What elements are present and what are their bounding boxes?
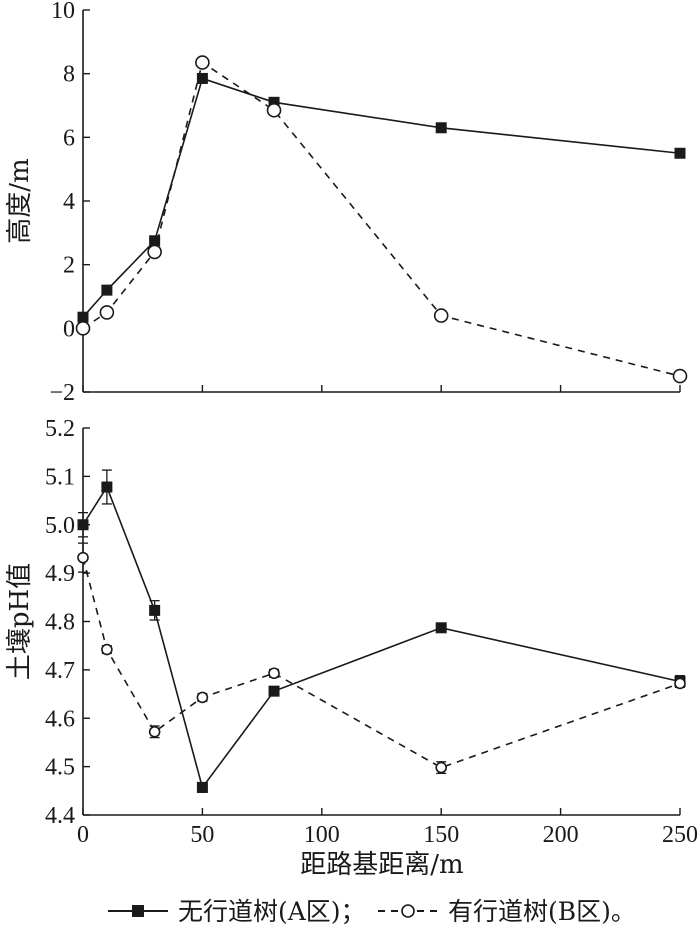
ph-point-b xyxy=(77,551,89,564)
x-axis-label: 距路基距离/m xyxy=(300,850,463,880)
ph-y-tick-label: 4.7 xyxy=(45,658,75,684)
height-y-tick-label: −2 xyxy=(49,380,75,406)
ph-point-a xyxy=(149,604,161,616)
x-tick-label: 50 xyxy=(190,822,214,848)
ph-point-b xyxy=(196,691,209,704)
ph-point-a xyxy=(77,519,89,531)
ph-y-tick-label: 5.2 xyxy=(45,416,75,442)
height-point-a xyxy=(435,122,447,134)
ph-series-b-line xyxy=(82,557,681,769)
x-tick-label: 0 xyxy=(77,822,89,848)
height-y-axis-label: 高度/m xyxy=(5,158,35,243)
ph-point-a xyxy=(268,685,280,697)
height-point-b xyxy=(147,244,162,260)
height-y-tick-label: 4 xyxy=(63,189,75,215)
height-point-a xyxy=(268,96,280,108)
ph-point-b xyxy=(674,677,686,690)
height-y-tick-label: 10 xyxy=(51,0,75,24)
legend-marker-b xyxy=(401,904,415,918)
ph-point-b xyxy=(148,725,161,738)
height-series-a-line xyxy=(82,77,681,318)
ph-y-tick-label: 4.9 xyxy=(45,561,75,587)
height-point-a xyxy=(149,235,161,247)
height-point-a xyxy=(674,147,686,159)
x-axis: 0 50 100 150 200 250 xyxy=(77,822,698,848)
legend: 无行道树(A区)； 有行道树(B区)。 xyxy=(108,897,636,925)
ph-y-tick-label: 5.1 xyxy=(45,464,75,490)
legend-label-b: 有行道树(B区)。 xyxy=(448,897,636,925)
x-tick-label: 250 xyxy=(662,822,698,848)
height-series-b-line xyxy=(82,61,681,377)
height-point-b xyxy=(195,55,210,70)
height-point-b xyxy=(99,305,115,320)
height-y-tick-label: 0 xyxy=(63,316,75,342)
ph-point-a xyxy=(435,622,447,634)
ph-point-a xyxy=(196,781,208,793)
ph-point-a xyxy=(101,481,113,493)
height-y-tick-label: 2 xyxy=(63,253,75,279)
ph-point-b xyxy=(101,643,113,656)
ph-y-tick-label: 4.8 xyxy=(45,610,75,636)
ph-point-b xyxy=(435,761,448,774)
x-tick-label: 100 xyxy=(304,822,340,848)
height-point-b xyxy=(266,102,282,118)
ph-y-tick-label: 4.6 xyxy=(45,706,75,732)
ph-y-tick-label: 4.5 xyxy=(45,755,75,781)
ph-y-axis-label: 土壤pH值 xyxy=(5,563,35,680)
legend-label-a: 无行道树(A区)； xyxy=(178,897,366,925)
legend-marker-a xyxy=(132,905,144,917)
height-point-b xyxy=(75,321,91,336)
ph-y-tick-label: 5.0 xyxy=(45,513,75,539)
height-y-tick-label: 6 xyxy=(63,125,75,151)
ph-y-tick-label: 4.4 xyxy=(45,803,75,829)
height-point-a xyxy=(77,311,89,323)
ph-point-b xyxy=(268,667,280,680)
height-point-a xyxy=(196,72,208,84)
height-panel: −2 0 2 4 6 8 10 高度/m xyxy=(5,0,688,406)
x-tick-label: 200 xyxy=(543,822,579,848)
height-point-b xyxy=(433,308,449,323)
height-point-b xyxy=(672,368,688,384)
height-y-tick-label: 8 xyxy=(63,62,75,88)
ph-panel: 4.4 4.5 4.6 4.7 4.8 4.9 5.0 5.1 5.2 土壤pH值 xyxy=(5,416,686,829)
x-tick-label: 150 xyxy=(423,822,459,848)
height-point-a xyxy=(101,284,113,296)
ph-series-a-line xyxy=(82,485,681,790)
